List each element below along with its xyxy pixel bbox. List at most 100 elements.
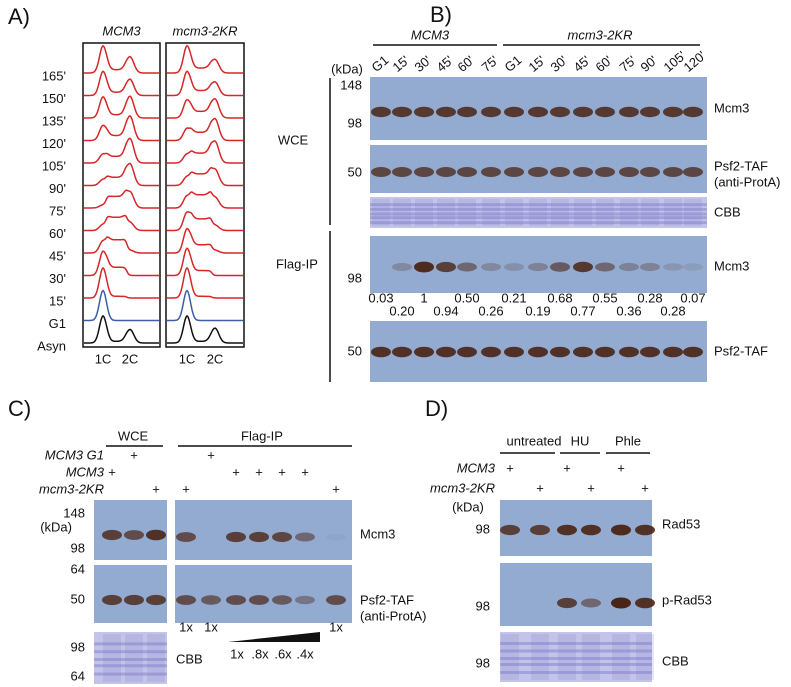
band: [436, 167, 456, 177]
band: [414, 106, 434, 118]
blot: [175, 500, 352, 560]
column-title: mcm3-2KR: [172, 23, 237, 38]
band: [530, 524, 550, 536]
histogram-trace: [167, 227, 243, 254]
row-label: mcm3-2KR: [39, 481, 104, 496]
dilution-wedge: [228, 632, 320, 642]
histogram-frame: [82, 42, 161, 348]
histogram-trace: [167, 166, 243, 187]
section-label: Flag-IP: [276, 256, 318, 271]
band: [557, 524, 577, 536]
row-label: MCM3: [66, 464, 105, 479]
header: HU: [571, 433, 590, 448]
stain-band: [500, 671, 652, 674]
quant-value: 0.21: [501, 290, 526, 305]
plus: +: [536, 480, 544, 495]
band: [436, 106, 456, 118]
histogram-trace: [167, 70, 243, 97]
band: [619, 167, 639, 177]
band: [371, 106, 391, 118]
band: [640, 106, 660, 118]
lane-label: 60': [454, 53, 477, 75]
timepoint-label: 105': [42, 158, 66, 173]
stain-band: [94, 664, 167, 668]
stain-band: [94, 672, 167, 676]
lane: [641, 199, 659, 226]
histogram-trace: [84, 314, 159, 344]
histogram-trace: [84, 137, 159, 164]
band: [249, 531, 269, 543]
blot-label: Psf2-TAF: [714, 158, 768, 173]
plus: +: [108, 464, 116, 479]
lane: [437, 199, 455, 226]
band: [635, 524, 655, 536]
lane: [596, 199, 614, 226]
timepoint-label: G1: [49, 316, 66, 331]
plus: +: [232, 464, 240, 479]
x-label: 1C: [95, 351, 112, 366]
size-marker: 98: [348, 270, 362, 285]
band: [683, 346, 703, 358]
lane: [147, 634, 165, 682]
band: [528, 167, 548, 177]
band: [557, 597, 577, 609]
plus: +: [617, 460, 625, 475]
lane-label: 1x: [230, 646, 244, 661]
lane: [620, 199, 638, 226]
lane: [415, 199, 433, 226]
band: [663, 346, 683, 358]
blot-label: Mcm3: [714, 100, 749, 115]
band: [201, 595, 221, 605]
band: [392, 106, 412, 118]
band: [392, 263, 412, 271]
lane-label: 30': [411, 53, 434, 75]
band: [481, 167, 501, 177]
lane: [125, 634, 143, 682]
timepoint-label: 45': [49, 248, 66, 263]
lane: [529, 199, 547, 226]
band: [392, 346, 412, 358]
band: [436, 346, 456, 358]
band: [581, 598, 601, 608]
quant-value: 1: [420, 290, 427, 305]
quant-value: 0.55: [592, 290, 617, 305]
row-label: mcm3-2KR: [430, 480, 495, 495]
histogram-trace: [84, 162, 159, 187]
band: [392, 167, 412, 177]
band: [550, 106, 570, 118]
histogram-trace: [84, 289, 159, 322]
histogram-trace: [84, 44, 159, 74]
band: [573, 106, 593, 118]
panel-label: C): [8, 396, 31, 421]
lane: [501, 634, 519, 680]
size-marker: 148: [340, 77, 362, 92]
lane-label: 75': [478, 53, 501, 75]
band: [414, 167, 434, 177]
stain-band: [370, 216, 707, 220]
band: [640, 167, 660, 177]
histogram-trace: [167, 211, 243, 232]
lane-label: 75': [616, 53, 639, 75]
band: [640, 346, 660, 358]
band: [573, 167, 593, 177]
panel-label: A): [8, 4, 30, 29]
column-title: MCM3: [102, 23, 141, 38]
plus: +: [641, 480, 649, 495]
band: [146, 594, 166, 606]
band: [457, 262, 477, 272]
size-marker: 98: [71, 540, 85, 555]
lane: [505, 199, 523, 226]
size-marker: 64: [71, 668, 85, 683]
band: [611, 597, 631, 609]
band: [550, 167, 570, 177]
header: Phle: [615, 433, 641, 448]
blot-label: (anti-ProtA): [714, 174, 780, 189]
band: [640, 262, 660, 272]
lane: [551, 199, 569, 226]
kda-label: (kDa): [331, 61, 363, 76]
x-label: 2C: [207, 351, 224, 366]
group-title: MCM3: [411, 27, 450, 42]
kda-label: (kDa): [40, 519, 72, 534]
band: [272, 532, 292, 542]
band: [457, 346, 477, 358]
